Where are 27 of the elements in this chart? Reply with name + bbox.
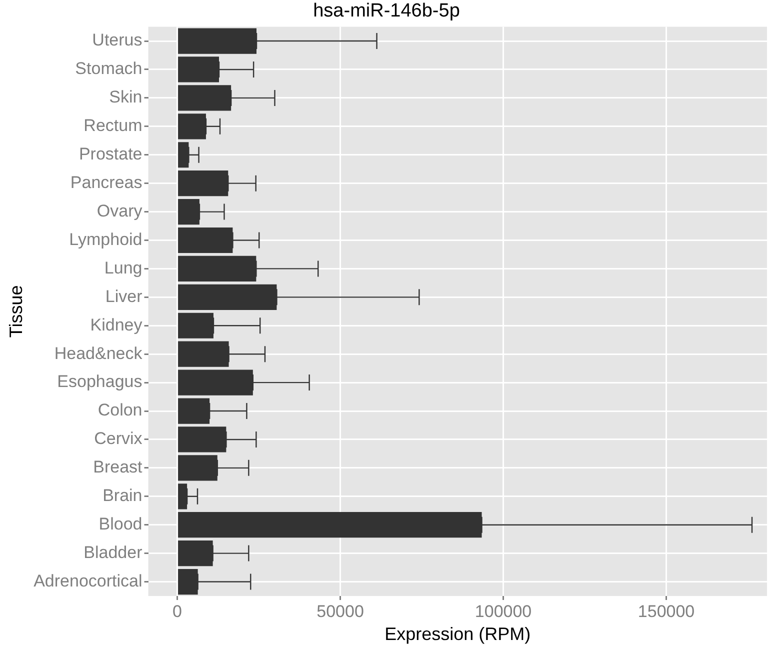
y-tick-label: Skin [109,88,142,107]
y-tick-label: Rectum [84,116,142,136]
x-tick-label: 100000 [474,602,532,621]
y-tick-label: Lung [104,258,142,278]
y-tick-label: Cervix [94,429,143,448]
y-tick-label: Brain [102,486,142,506]
y-tick-label: Uterus [92,30,142,50]
x-tick-label: 0 [172,602,182,621]
y-tick-label: Breast [93,458,143,477]
y-tick-label: Bladder [84,542,143,562]
x-tick-label: 50000 [316,602,364,621]
y-tick-label: Prostate [78,144,142,164]
x-tick-label: 150000 [638,602,695,621]
y-tick-label: Colon [98,400,142,420]
y-tick-label: Esophagus [57,372,142,392]
y-tick-label: Lymphoid [69,230,142,249]
x-axis-title: Expression (RPM) [384,624,531,644]
y-tick-label: Liver [105,286,143,306]
y-tick-label: Ovary [96,201,143,220]
y-tick-label: Kidney [90,315,143,334]
y-axis-title: Tissue [6,285,26,338]
chart-title: hsa-miR-146b-5p [313,0,460,22]
y-tick-label: Head&neck [54,344,143,363]
y-tick-label: Pancreas [70,173,142,192]
y-tick-label: Adrenocortical [34,571,142,590]
y-tick-label: Stomach [75,59,142,78]
y-tick-label: Blood [98,514,142,534]
